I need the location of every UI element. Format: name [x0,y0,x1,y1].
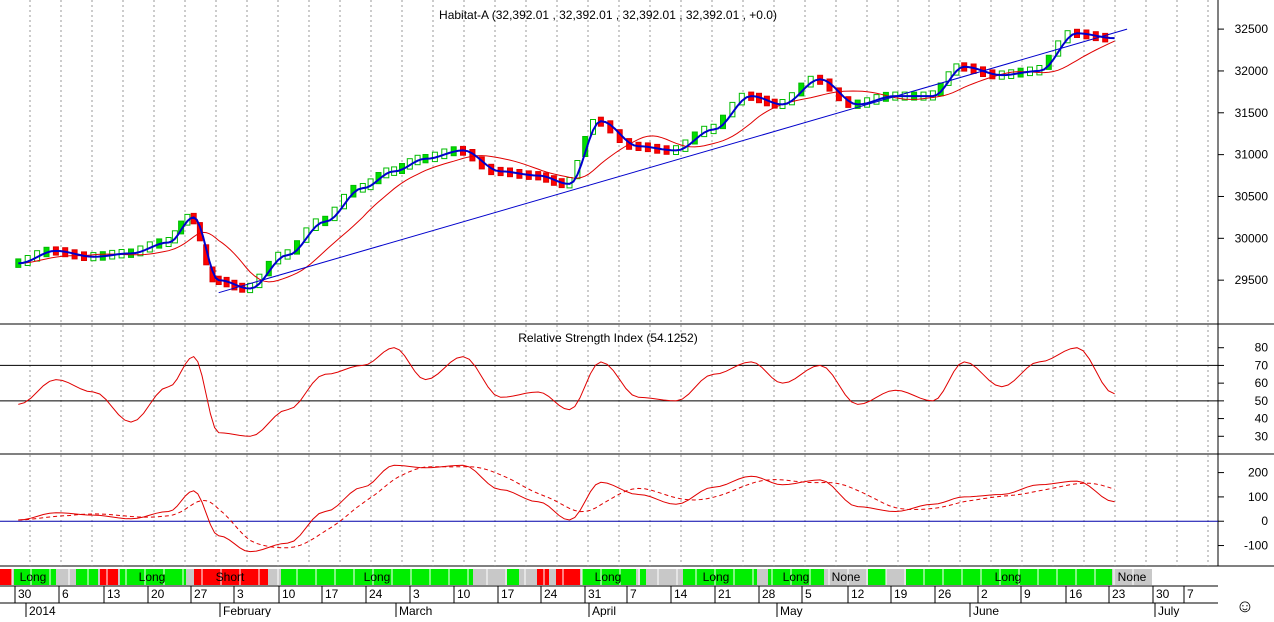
signal-label: Short [216,570,245,584]
price-tick-label: 30500 [1235,189,1269,203]
month-tick-label: May [780,604,803,617]
day-tick-label: 30 [1156,587,1170,601]
signal-label: None [832,570,861,584]
vertical-grid [29,0,1209,566]
day-tick-label: 16 [1069,587,1083,601]
day-tick-label: 24 [369,587,383,601]
month-tick-label: March [399,604,432,617]
signal-label: Long [364,570,391,584]
day-tick-label: 3 [413,587,420,601]
rsi-panel-title: Relative Strength Index (54.1252) [518,331,697,345]
price-panel: Habitat-A (32,392.01 , 32,392.01 , 32,39… [15,8,1268,294]
rsi-tick-label: 60 [1255,376,1269,390]
price-tick-label: 32000 [1235,64,1269,78]
rsi-y-axis: 80 70 60 50 40 30 [1218,341,1269,443]
day-tick-label: 10 [457,587,471,601]
trendline [218,28,1128,294]
price-tick-label: 29500 [1235,273,1269,287]
price-tick-label: 31500 [1235,106,1269,120]
signal-label: Long [139,570,166,584]
day-tick-label: 27 [194,587,208,601]
price-y-axis: 32500 32000 31500 31000 30500 30000 29500 [1218,22,1268,287]
signal-label: Long [703,570,730,584]
day-tick-label: 6 [62,587,69,601]
day-tick-label: 30 [18,587,32,601]
smiley-icon[interactable]: ☺ [1236,596,1254,616]
day-tick-label: 7 [1187,587,1194,601]
price-line [18,32,1115,290]
day-tick-label: 12 [851,587,865,601]
oscillator-tick-label: -100 [1244,539,1268,553]
oscillator-panel: 200 100 0 -100 [0,464,1268,553]
signal-label: Long [20,570,47,584]
rsi-tick-label: 80 [1255,341,1269,355]
price-panel-title: Habitat-A (32,392.01 , 32,392.01 , 32,39… [439,8,777,22]
day-tick-label: 10 [282,587,296,601]
date-axis: 30 6 13 20 27 3 10 17 24 3 10 17 24 31 7 14 21 28 5 12 19 26 2… [0,585,1218,618]
rsi-tick-label: 50 [1255,394,1269,408]
day-tick-label: 21 [718,587,732,601]
month-tick-label: February [223,604,271,617]
rsi-panel: Relative Strength Index (54.1252) 80 70 60… [0,331,1268,443]
signal-label: Long [995,570,1022,584]
signal-label: Long [595,570,622,584]
day-tick-label: 19 [894,587,908,601]
rsi-tick-label: 70 [1255,358,1269,372]
day-tick-label: 5 [805,587,812,601]
day-tick-label: 17 [501,587,515,601]
price-tick-label: 31000 [1235,148,1269,162]
day-tick-label: 13 [107,587,121,601]
signal-label: None [1118,570,1147,584]
oscillator-signal-line [18,466,1115,549]
day-tick-label: 3 [237,587,244,601]
rsi-tick-label: 40 [1255,412,1269,426]
day-tick-label: 31 [588,587,602,601]
oscillator-y-axis: 200 100 0 -100 [1218,466,1268,553]
panel-separators [0,0,1274,567]
rsi-tick-label: 30 [1255,429,1269,443]
price-candles [15,28,1109,294]
day-tick-label: 9 [1024,587,1031,601]
oscillator-line [18,464,1115,553]
oscillator-tick-label: 100 [1248,490,1268,504]
day-tick-label: 28 [762,587,776,601]
price-tick-label: 30000 [1235,231,1269,245]
day-tick-label: 20 [151,587,165,601]
price-tick-label: 32500 [1235,22,1269,36]
rsi-line [18,347,1115,437]
day-tick-label: 7 [630,587,637,601]
month-tick-label: 2014 [29,604,56,617]
month-tick-label: April [592,604,616,617]
day-tick-label: 23 [1112,587,1126,601]
day-tick-label: 17 [325,587,339,601]
oscillator-tick-label: 200 [1248,466,1268,480]
slow-moving-average-line [18,40,1115,283]
day-tick-label: 14 [674,587,688,601]
month-tick-label: June [973,604,999,617]
day-tick-label: 26 [938,587,952,601]
day-tick-label: 24 [544,587,558,601]
day-tick-label: 2 [981,587,988,601]
month-tick-label: July [1158,604,1179,617]
oscillator-tick-label: 0 [1261,514,1268,528]
signal-bar: Long Long Short Long Long Long Long None… [0,569,1152,585]
signal-label: Long [783,570,810,584]
